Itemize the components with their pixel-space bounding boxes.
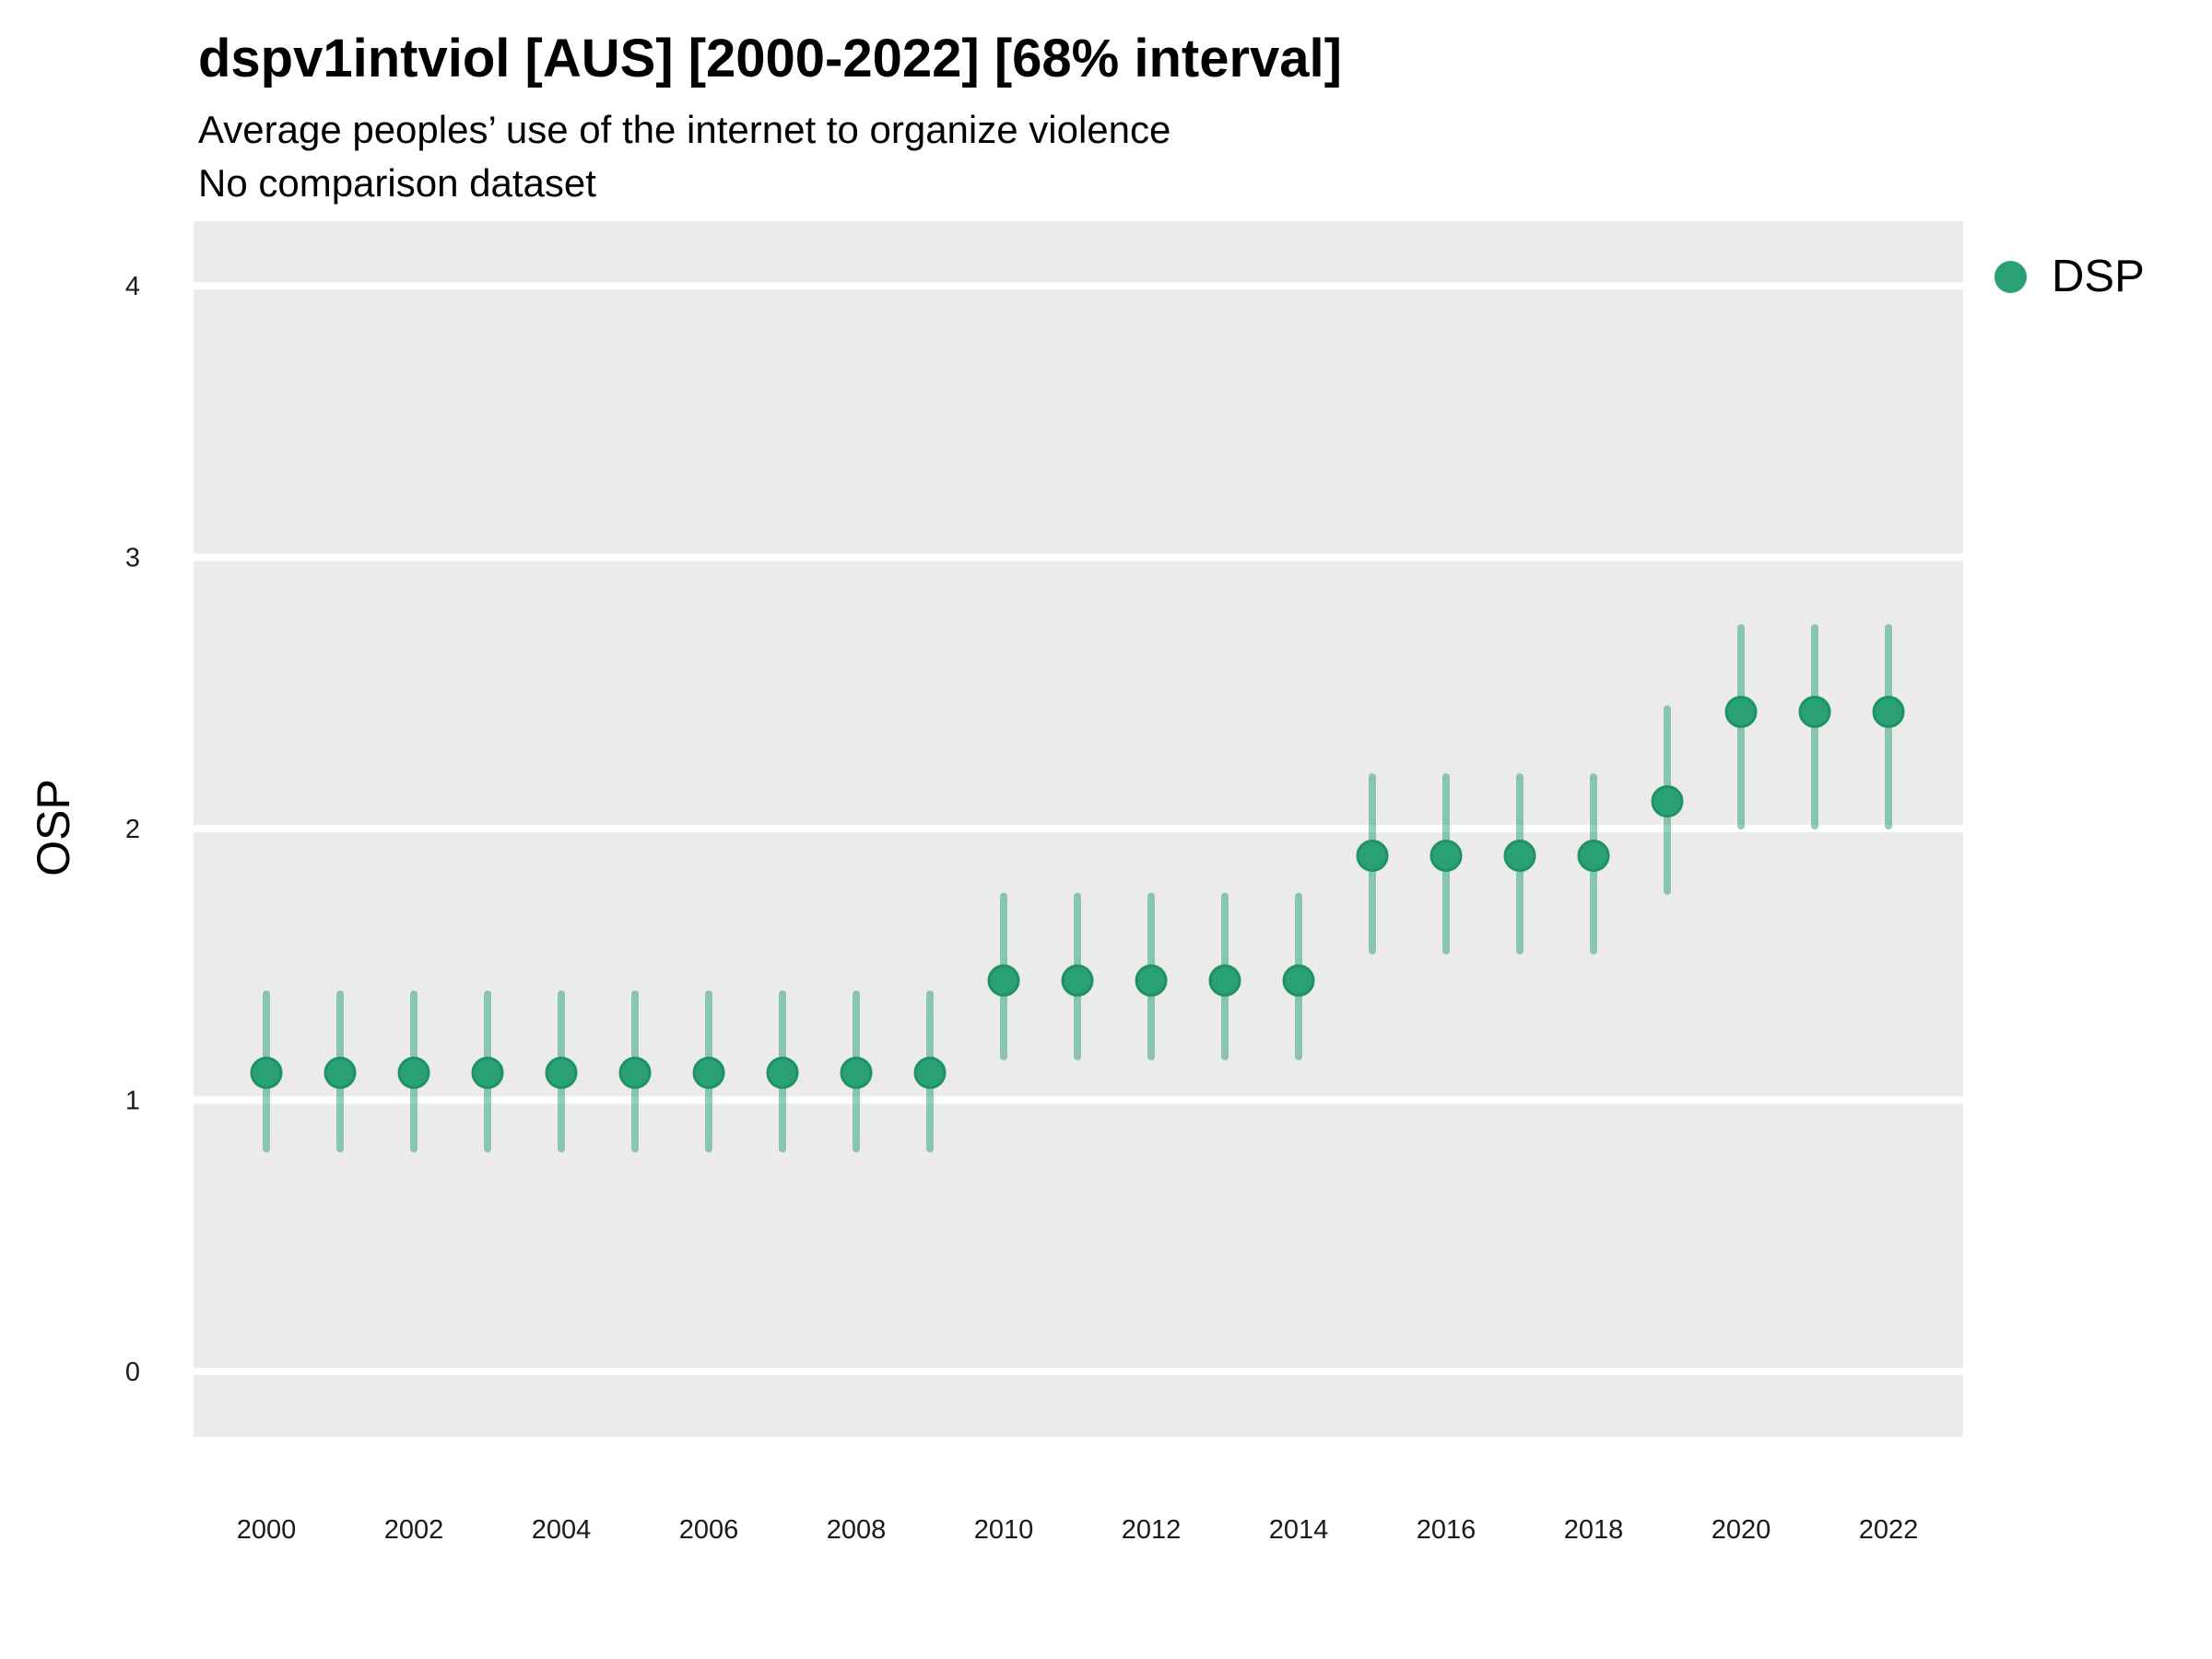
data-point <box>1208 964 1241 997</box>
data-point <box>840 1056 873 1089</box>
y-tick-label: 3 <box>125 544 140 573</box>
x-tick-label: 2010 <box>974 1515 1034 1545</box>
data-point <box>766 1056 799 1089</box>
y-tick-label: 0 <box>125 1358 140 1387</box>
x-tick-label: 2014 <box>1269 1515 1329 1545</box>
data-point <box>1430 839 1463 872</box>
data-point <box>324 1056 357 1089</box>
data-point <box>1135 964 1168 997</box>
data-point <box>1872 695 1905 728</box>
data-point <box>250 1056 283 1089</box>
data-point <box>545 1056 578 1089</box>
data-point <box>1577 839 1610 872</box>
x-tick-label: 2002 <box>384 1515 444 1545</box>
y-tick-label: 2 <box>125 815 140 844</box>
x-tick-label: 2022 <box>1859 1515 1919 1545</box>
data-point <box>1798 695 1831 728</box>
data-point <box>1282 964 1315 997</box>
legend-point-swatch <box>1994 260 2027 293</box>
y-tick-label: 1 <box>125 1087 140 1116</box>
data-point <box>618 1056 652 1089</box>
x-tick-label: 2004 <box>532 1515 592 1545</box>
x-tick-label: 2020 <box>1712 1515 1771 1545</box>
x-tick-label: 2018 <box>1564 1515 1624 1545</box>
data-point <box>1356 839 1389 872</box>
data-point <box>471 1056 504 1089</box>
chart-title: dspv1intviol [AUS] [2000-2022] [68% inte… <box>198 29 1342 88</box>
x-tick-label: 2016 <box>1417 1515 1477 1545</box>
x-tick-label: 2012 <box>1122 1515 1182 1545</box>
legend-label: DSP <box>2052 252 2145 301</box>
legend: DSP <box>1994 250 2145 303</box>
x-tick-label: 2006 <box>679 1515 739 1545</box>
data-point <box>1651 785 1684 818</box>
data-point <box>1503 839 1536 872</box>
data-point <box>913 1056 947 1089</box>
chart-note: No comparison dataset <box>198 161 596 205</box>
data-point <box>692 1056 725 1089</box>
data-point <box>987 964 1020 997</box>
data-point <box>1061 964 1094 997</box>
y-tick-label: 4 <box>125 272 140 301</box>
x-tick-label: 2000 <box>237 1515 297 1545</box>
x-tick-label: 2008 <box>827 1515 887 1545</box>
chart-subtitle: Average peoples’ use of the internet to … <box>198 108 1171 151</box>
data-point <box>397 1056 430 1089</box>
data-point <box>1724 695 1758 728</box>
